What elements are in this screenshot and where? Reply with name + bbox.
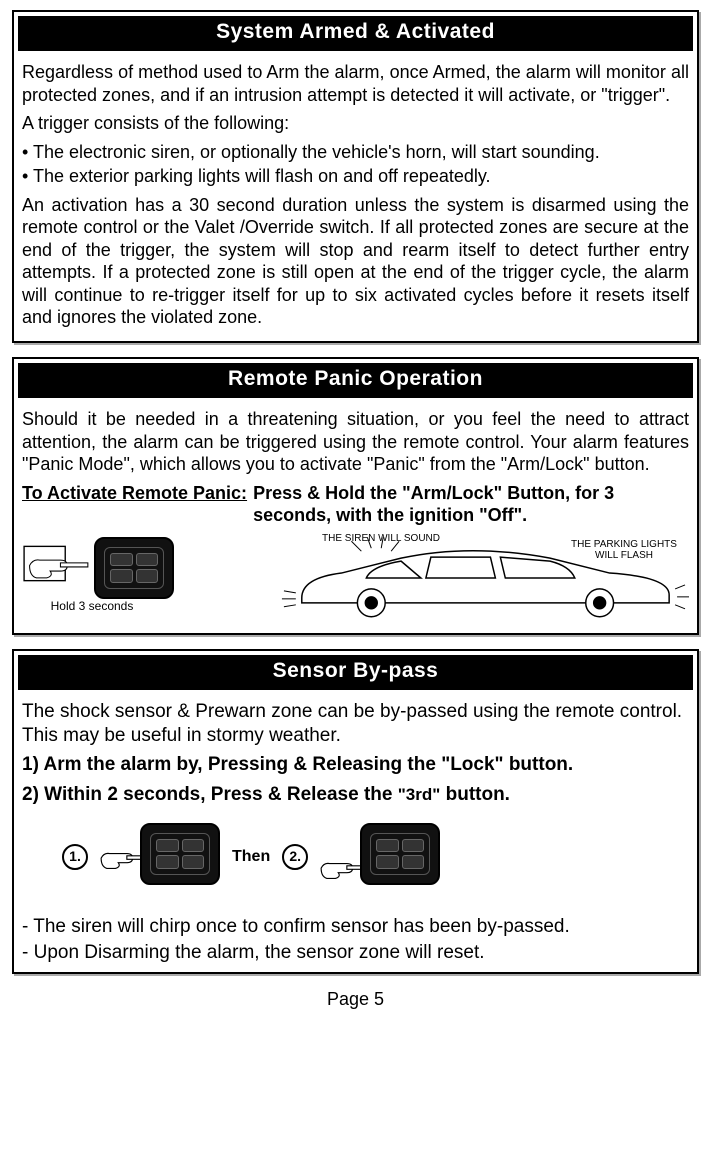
section-header-armed: System Armed & Activated <box>18 16 693 51</box>
bypass-step2-c: button. <box>440 784 510 805</box>
pointing-hand-icon <box>22 545 92 593</box>
panic-remote-figure: Hold 3 seconds <box>22 533 262 623</box>
lights-label: THE PARKING LIGHTS WILL FLASH <box>569 539 679 561</box>
step-circle-2: 2. <box>282 844 308 870</box>
armed-bullet1: • The electronic siren, or optionally th… <box>22 141 689 164</box>
section-body-bypass: The shock sensor & Prewarn zone can be b… <box>14 690 697 973</box>
panic-p1: Should it be needed in a threatening sit… <box>22 408 689 476</box>
section-header-bypass: Sensor By-pass <box>18 655 693 690</box>
section-header-panic: Remote Panic Operation <box>18 363 693 398</box>
section-bypass: Sensor By-pass The shock sensor & Prewar… <box>12 649 699 975</box>
armed-p1: Regardless of method used to Arm the ala… <box>22 61 689 106</box>
hold-caption: Hold 3 seconds <box>42 599 142 614</box>
car-figure: THE SIREN WILL SOUND THE PARKING LIGHTS … <box>272 533 689 623</box>
remote-icon <box>140 823 220 885</box>
bypass-step2-a: 2) Within 2 seconds, Press & Release the <box>22 784 398 805</box>
siren-label: THE SIREN WILL SOUND <box>322 533 440 544</box>
section-body-panic: Should it be needed in a threatening sit… <box>14 398 697 633</box>
bypass-step1: 1) Arm the alarm by, Pressing & Releasin… <box>22 753 689 777</box>
panic-lead: To Activate Remote Panic: <box>22 482 247 505</box>
bypass-step2-b: "3rd" <box>398 785 441 804</box>
then-label: Then <box>232 847 270 867</box>
bypass-note1: - The siren will chirp once to confirm s… <box>22 915 689 939</box>
page-number: Page 5 <box>12 988 699 1011</box>
section-armed: System Armed & Activated Regardless of m… <box>12 10 699 343</box>
remote-icon <box>94 537 174 599</box>
bypass-p1: The shock sensor & Prewarn zone can be b… <box>22 700 689 748</box>
panic-instruction: Press & Hold the "Arm/Lock" Button, for … <box>253 482 689 527</box>
section-panic: Remote Panic Operation Should it be need… <box>12 357 699 635</box>
remote-figure-1 <box>100 817 220 897</box>
step-circle-1: 1. <box>62 844 88 870</box>
armed-p3: An activation has a 30 second duration u… <box>22 194 689 329</box>
remote-icon <box>360 823 440 885</box>
remote-figure-2 <box>320 817 440 897</box>
armed-p2: A trigger consists of the following: <box>22 112 689 135</box>
bypass-figure-row: 1. Then 2. <box>62 817 689 897</box>
panic-instruction-row: To Activate Remote Panic: Press & Hold t… <box>22 482 689 527</box>
panic-figure-row: Hold 3 seconds THE SIREN WILL SOUND THE … <box>22 533 689 623</box>
section-body-armed: Regardless of method used to Arm the ala… <box>14 51 697 341</box>
bypass-step2: 2) Within 2 seconds, Press & Release the… <box>22 783 689 807</box>
bypass-note2: - Upon Disarming the alarm, the sensor z… <box>22 941 689 965</box>
armed-bullet2: • The exterior parking lights will flash… <box>22 165 689 188</box>
